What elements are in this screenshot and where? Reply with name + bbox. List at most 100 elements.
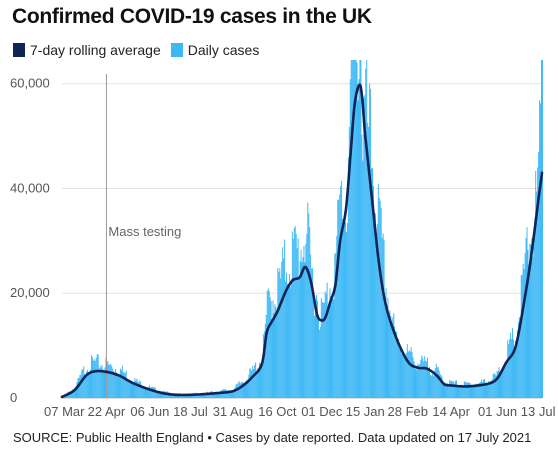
- daily-case-bar: [409, 351, 411, 398]
- daily-case-bar: [299, 261, 301, 398]
- daily-case-bar: [133, 384, 135, 398]
- daily-case-bar: [302, 257, 304, 398]
- daily-case-bar: [154, 387, 156, 398]
- daily-case-bar: [353, 60, 355, 398]
- daily-case-bar: [145, 387, 147, 398]
- daily-case-bar: [161, 392, 163, 398]
- daily-case-bar: [93, 359, 95, 398]
- x-axis-tick-labels: 07 Mar 22 Apr 06 Jun 18 Jul 31 Aug 16 Oct 01 D…: [44, 404, 556, 419]
- daily-case-bar: [381, 237, 383, 398]
- daily-case-bar: [429, 367, 430, 398]
- daily-case-bar: [89, 372, 91, 398]
- daily-case-bar: [448, 386, 450, 398]
- daily-case-bar: [384, 300, 386, 398]
- daily-case-bar: [405, 353, 407, 398]
- daily-case-bar: [476, 384, 478, 398]
- daily-case-bar: [74, 387, 76, 398]
- mass-testing-label: Mass testing: [108, 224, 181, 239]
- daily-case-bar: [382, 233, 384, 398]
- daily-case-bar: [160, 392, 162, 398]
- daily-case-bar: [147, 387, 149, 398]
- daily-case-bar: [248, 374, 250, 398]
- daily-case-bar: [308, 213, 310, 398]
- daily-case-bar: [136, 378, 138, 398]
- daily-case-bar: [134, 378, 136, 398]
- daily-case-bar: [377, 183, 379, 398]
- daily-case-bar: [432, 375, 434, 398]
- daily-case-bar: [362, 160, 364, 398]
- daily-case-bar: [264, 323, 266, 398]
- daily-case-bar: [170, 394, 172, 398]
- daily-case-bar: [329, 288, 331, 398]
- daily-case-bar: [118, 374, 119, 398]
- daily-case-bar: [360, 60, 362, 399]
- daily-case-bar: [239, 383, 241, 398]
- daily-case-bar: [322, 302, 324, 398]
- daily-case-bar: [456, 380, 458, 398]
- daily-case-bar: [118, 375, 120, 398]
- daily-case-bar: [438, 370, 440, 398]
- daily-case-bar: [131, 383, 133, 398]
- daily-case-bar: [90, 355, 92, 398]
- daily-case-bar: [514, 340, 516, 398]
- daily-case-bar: [468, 382, 470, 398]
- daily-case-bar: [231, 391, 233, 398]
- daily-case-bar: [372, 185, 374, 398]
- x-tick-label-7: 15 Jan: [346, 404, 385, 419]
- daily-case-bar: [348, 127, 350, 398]
- daily-case-bar: [538, 151, 540, 398]
- daily-case-bar: [510, 332, 512, 398]
- daily-case-bar: [487, 381, 489, 398]
- daily-case-bar: [292, 238, 294, 398]
- daily-case-bar: [515, 338, 517, 398]
- daily-case-bar: [237, 382, 239, 398]
- daily-case-bar: [477, 384, 479, 398]
- daily-case-bar: [397, 338, 399, 398]
- daily-case-bar: [123, 372, 125, 398]
- daily-case-bar: [431, 374, 433, 398]
- x-tick-label-1: 22 Apr: [88, 404, 126, 419]
- daily-case-bar: [288, 274, 290, 398]
- daily-case-bar: [141, 387, 143, 398]
- daily-case-bar: [440, 375, 442, 398]
- daily-case-bar: [542, 60, 543, 398]
- daily-case-bar: [452, 381, 454, 398]
- daily-case-bar: [218, 393, 220, 398]
- daily-case-bar: [343, 229, 345, 398]
- daily-case-bar: [289, 286, 291, 398]
- daily-case-bar: [259, 363, 261, 398]
- daily-case-bar: [532, 256, 534, 398]
- daily-case-bar: [408, 350, 410, 398]
- daily-case-bar: [253, 368, 255, 398]
- daily-case-bar: [454, 383, 456, 398]
- rolling-average-line: [60, 83, 544, 399]
- daily-case-bar: [144, 387, 146, 398]
- daily-case-bar: [305, 243, 307, 398]
- daily-case-bar: [530, 244, 532, 398]
- daily-case-bar: [203, 393, 204, 398]
- daily-case-bar: [472, 386, 474, 398]
- daily-case-bar: [87, 369, 89, 398]
- daily-case-bar: [72, 389, 74, 398]
- daily-case-bar: [313, 294, 315, 398]
- daily-case-bar: [82, 369, 84, 398]
- daily-case-bar: [461, 386, 463, 398]
- daily-case-bar: [200, 393, 202, 398]
- daily-case-bar: [76, 382, 78, 398]
- daily-case-bar: [108, 364, 110, 398]
- daily-case-bar: [391, 324, 393, 398]
- daily-case-bar: [251, 370, 253, 398]
- daily-case-bar: [518, 317, 520, 398]
- daily-case-bar: [333, 299, 335, 398]
- daily-case-bar: [231, 390, 232, 398]
- daily-case-bar: [459, 384, 461, 398]
- daily-case-bar: [513, 339, 514, 398]
- daily-case-bar: [436, 366, 438, 398]
- daily-case-bar: [345, 232, 347, 398]
- daily-case-bar: [320, 298, 322, 398]
- daily-case-bar: [486, 384, 488, 398]
- daily-case-bar: [304, 262, 306, 398]
- daily-case-bar: [190, 394, 192, 398]
- daily-case-bar: [392, 317, 394, 398]
- daily-case-bar: [500, 370, 502, 398]
